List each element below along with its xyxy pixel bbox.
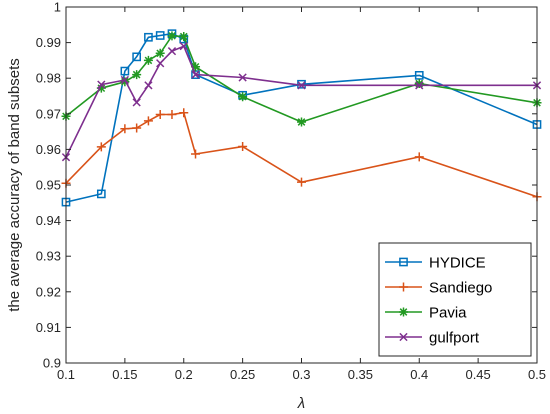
- data-point-pavia: [143, 55, 153, 65]
- data-point-sandiego: [179, 108, 189, 118]
- data-point-sandiego: [297, 177, 306, 187]
- data-point-pavia: [132, 70, 142, 80]
- y-tick-label: 0.95: [36, 178, 61, 193]
- legend-marker-hydice: [399, 257, 408, 267]
- x-tick-label: 0.5: [528, 367, 546, 382]
- x-tick-label: 0.15: [112, 367, 137, 382]
- data-point-gulfport: [97, 80, 106, 89]
- legend-marker-pavia: [399, 307, 408, 317]
- y-tick-label: 1: [54, 0, 61, 15]
- data-point-pavia: [120, 77, 130, 87]
- legend-item-pavia: Pavia: [385, 305, 467, 322]
- x-tick-label: 0.3: [292, 367, 310, 382]
- x-axis-title: λ: [297, 395, 305, 412]
- data-point-sandiego: [414, 152, 424, 162]
- data-point-gulfport: [238, 73, 247, 82]
- data-point-hydice: [132, 52, 142, 62]
- data-point-hydice: [144, 32, 153, 42]
- legend-item-sandiego: Sandiego: [385, 280, 492, 297]
- x-tick-label: 0.4: [410, 367, 428, 382]
- series-gulfport: [61, 42, 542, 162]
- data-point-sandiego: [143, 116, 153, 126]
- y-tick-label: 0.9: [43, 356, 61, 371]
- legend-item-hydice: HYDICE: [385, 255, 486, 272]
- data-point-sandiego: [167, 110, 177, 120]
- legend-marker-sandiego: [399, 282, 408, 292]
- axes: 0.1 0.15 0.2 0.25 0.3 0.35 0.4 0.45 0.5 0.9 0.91 0.…: [36, 0, 546, 382]
- x-tick-label: 0.1: [57, 367, 75, 382]
- data-point-pavia: [167, 31, 177, 41]
- legend-label-gulfport: gulfport: [429, 330, 480, 347]
- data-point-sandiego: [120, 124, 130, 134]
- data-point-hydice: [96, 189, 106, 199]
- x-tick-label: 0.25: [230, 367, 255, 382]
- data-point-hydice: [120, 66, 130, 76]
- data-point-gulfport: [297, 81, 306, 90]
- y-tick-label: 0.92: [36, 284, 61, 299]
- y-tick-label: 0.93: [36, 249, 61, 264]
- data-point-hydice: [155, 31, 165, 40]
- data-point-gulfport: [167, 47, 177, 56]
- y-tick-label: 0.99: [36, 35, 61, 50]
- data-point-gulfport: [191, 70, 200, 79]
- legend-label-pavia: Pavia: [429, 305, 467, 322]
- legend-label-hydice: HYDICE: [429, 255, 486, 272]
- data-point-pavia: [179, 32, 189, 42]
- y-tick-label: 0.98: [36, 71, 61, 86]
- data-point-pavia: [238, 92, 248, 102]
- data-point-pavia: [96, 83, 106, 93]
- legend: HYDICE Sandiego Pavia gulfport: [378, 242, 532, 357]
- y-tick-label: 0.97: [36, 106, 61, 121]
- data-point-sandiego: [132, 123, 142, 133]
- data-point-sandiego: [191, 149, 201, 159]
- x-tick-label: 0.35: [348, 367, 373, 382]
- legend-label-sandiego: Sandiego: [429, 280, 492, 297]
- data-point-sandiego: [238, 142, 248, 152]
- data-point-pavia: [297, 117, 306, 127]
- x-tick-label: 0.2: [175, 367, 193, 382]
- legend-marker-gulfport: [399, 332, 408, 342]
- legend-item-gulfport: gulfport: [385, 330, 480, 347]
- data-point-gulfport: [415, 81, 424, 90]
- y-tick-label: 0.91: [36, 320, 61, 335]
- y-tick-label: 0.94: [36, 213, 61, 228]
- data-point-sandiego: [155, 110, 165, 120]
- data-point-gulfport: [156, 59, 165, 68]
- data-point-pavia: [155, 48, 165, 58]
- y-tick-label: 0.96: [36, 142, 61, 157]
- data-point-pavia: [191, 62, 201, 72]
- data-point-gulfport: [132, 98, 141, 107]
- data-point-hydice: [414, 71, 424, 80]
- data-point-gulfport: [179, 42, 188, 51]
- data-point-gulfport: [120, 75, 130, 85]
- data-point-gulfport: [144, 81, 153, 90]
- y-axis-title: the average accuracy of band subsets: [6, 58, 23, 312]
- data-point-pavia: [414, 79, 424, 89]
- data-point-sandiego: [96, 142, 106, 152]
- x-tick-label: 0.45: [465, 367, 490, 382]
